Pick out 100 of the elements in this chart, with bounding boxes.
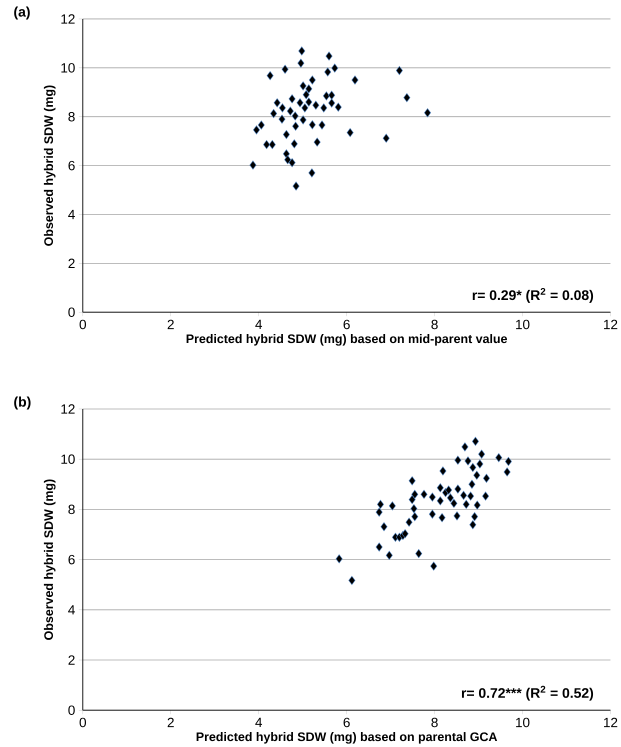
- point: [464, 456, 472, 466]
- x-tick-label: 10: [516, 718, 530, 728]
- point: [408, 476, 416, 486]
- point: [274, 98, 280, 108]
- point: [386, 550, 393, 560]
- point: [472, 436, 479, 446]
- point: [380, 522, 388, 532]
- point: [258, 120, 265, 130]
- point: [282, 149, 290, 158]
- point: [495, 453, 502, 462]
- point: [278, 103, 286, 112]
- point: [382, 134, 390, 143]
- y-tick-label: 2: [68, 655, 75, 665]
- x-tick-label: 0: [79, 718, 86, 728]
- point: [312, 100, 320, 110]
- x-tick-label: 12: [604, 718, 618, 728]
- point: [450, 498, 458, 508]
- point: [308, 76, 316, 85]
- point: [325, 52, 332, 61]
- y-axis-title: Observed hybrid SDW (mg): [44, 85, 56, 246]
- x-tick-label: 6: [343, 320, 350, 330]
- point: [298, 46, 306, 56]
- point: [282, 130, 290, 140]
- point: [292, 111, 299, 120]
- point: [296, 98, 304, 108]
- point: [288, 158, 296, 168]
- point: [482, 492, 489, 501]
- point: [482, 474, 490, 483]
- point: [324, 67, 332, 76]
- point: [292, 122, 299, 131]
- y-tick-label: 0: [68, 307, 75, 317]
- point: [439, 466, 446, 476]
- point: [428, 510, 436, 519]
- point: [328, 90, 336, 100]
- point: [249, 160, 256, 170]
- point: [454, 456, 462, 465]
- point: [334, 102, 342, 112]
- point: [300, 81, 306, 90]
- point: [286, 106, 294, 116]
- point: [292, 182, 300, 191]
- point: [406, 518, 412, 527]
- point: [430, 562, 438, 571]
- x-tick-label: 12: [604, 320, 618, 330]
- point: [476, 459, 484, 468]
- point: [461, 442, 468, 452]
- point: [300, 115, 306, 124]
- point: [320, 103, 328, 112]
- point: [282, 64, 288, 74]
- point: [266, 71, 274, 80]
- point: [469, 520, 476, 530]
- y-axis-title: Observed hybrid SDW (mg): [44, 479, 56, 640]
- y-tick-label: 4: [68, 210, 75, 220]
- point: [436, 496, 444, 506]
- point: [288, 94, 296, 104]
- point: [462, 500, 470, 509]
- point: [376, 500, 384, 509]
- chart-title: (b): [14, 396, 30, 410]
- point: [318, 120, 326, 130]
- y-tick-label: 6: [68, 160, 75, 170]
- point: [268, 140, 276, 150]
- x-tick-label: 0: [79, 320, 86, 330]
- y-tick-label: 8: [68, 504, 75, 514]
- point: [403, 93, 410, 102]
- point: [424, 108, 431, 118]
- point: [453, 511, 460, 520]
- y-tick-label: 4: [68, 605, 75, 614]
- point: [468, 480, 476, 489]
- point: [284, 155, 292, 164]
- point: [504, 467, 510, 476]
- point: [504, 456, 512, 466]
- point: [388, 501, 396, 510]
- point: [336, 554, 342, 564]
- point: [420, 490, 428, 499]
- point: [305, 84, 312, 94]
- point: [308, 168, 316, 178]
- x-tick-label: 4: [255, 320, 262, 329]
- x-axis-title: Predicted hybrid SDW (mg) based on parental GCA: [196, 732, 497, 744]
- x-axis-title: Predicted hybrid SDW (mg) based on mid-parent value: [186, 334, 507, 346]
- point: [428, 492, 436, 502]
- point: [297, 58, 304, 68]
- point: [471, 512, 478, 522]
- point: [278, 114, 286, 124]
- point: [415, 549, 422, 558]
- y-tick-label: 12: [61, 14, 75, 24]
- point: [376, 542, 382, 552]
- point: [263, 140, 270, 150]
- point: [467, 492, 474, 501]
- point: [402, 529, 408, 538]
- point: [301, 103, 308, 112]
- point: [376, 508, 382, 517]
- point: [348, 576, 356, 585]
- point: [302, 90, 310, 100]
- x-tick-label: 10: [516, 320, 530, 330]
- point: [305, 98, 312, 107]
- annotation: r= 0.29* (R$^{2}$ = 0.08): [472, 288, 593, 303]
- point: [454, 484, 462, 494]
- point: [460, 490, 467, 500]
- x-tick-label: 4: [255, 718, 262, 727]
- x-tick-label: 2: [168, 718, 174, 728]
- x-tick-label: 8: [431, 320, 438, 330]
